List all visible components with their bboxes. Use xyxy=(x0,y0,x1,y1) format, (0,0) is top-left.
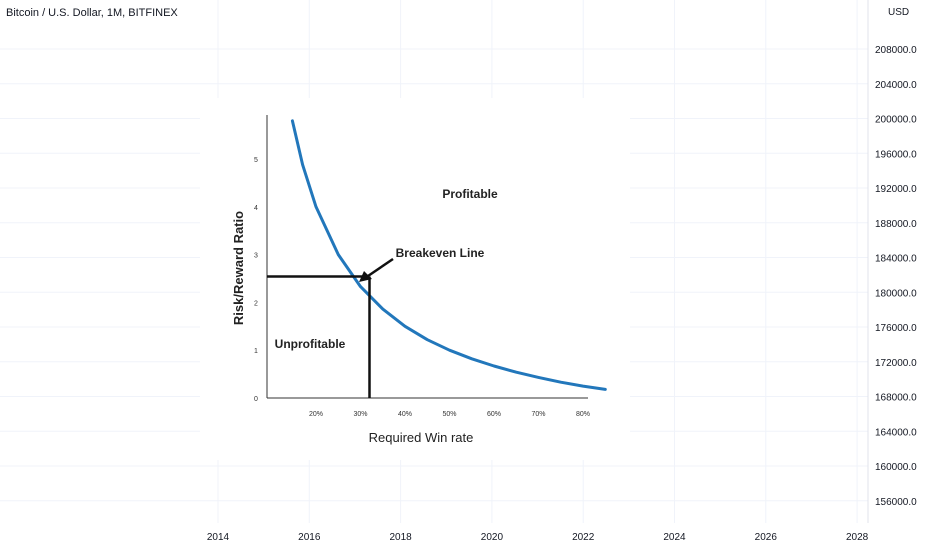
time-tick-label: 2016 xyxy=(298,532,321,543)
price-tick-label: 208000.0 xyxy=(875,45,917,56)
price-tick-label: 168000.0 xyxy=(875,393,917,404)
time-tick-label: 2018 xyxy=(389,532,412,543)
price-tick-label: 192000.0 xyxy=(875,184,917,195)
price-tick-label: 176000.0 xyxy=(875,323,917,334)
time-axis: 2014 2016 2018 2020 2022 2024 2026 2028 xyxy=(207,532,869,543)
price-tick-label: 200000.0 xyxy=(875,115,917,126)
inset-x-tick-label: 70% xyxy=(531,411,545,418)
inset-ticks: 0 1 2 3 4 5 20% 30% 40% 50% 60% 70% 80% Required Win … xyxy=(231,157,590,445)
inset-axes xyxy=(266,115,588,399)
time-tick-label: 2028 xyxy=(846,532,869,543)
breakeven-arrow-head xyxy=(359,271,372,282)
risk-reward-curve xyxy=(290,119,607,391)
price-tick-label: 184000.0 xyxy=(875,254,917,265)
inset-x-tick-label: 60% xyxy=(487,411,501,418)
price-tick-label: 188000.0 xyxy=(875,219,917,230)
inset-x-tick-label: 50% xyxy=(442,411,456,418)
unprofitable-label: Unprofitable xyxy=(275,337,346,351)
inset-x-tick-label: 20% xyxy=(309,411,323,418)
price-tick-label: 196000.0 xyxy=(875,149,917,160)
price-tick-label: 164000.0 xyxy=(875,427,917,438)
inset-y-axis-label: Risk/Reward Ratio xyxy=(231,211,246,325)
time-tick-label: 2020 xyxy=(481,532,504,543)
price-axis: 208000.0 204000.0 200000.0 196000.0 192000.0… xyxy=(875,45,917,508)
price-tick-label: 204000.0 xyxy=(875,80,917,91)
inset-y-tick-label: 2 xyxy=(254,300,258,307)
inset-annotations: Profitable Unprofitable Breakeven Line xyxy=(275,187,498,351)
price-tick-label: 172000.0 xyxy=(875,358,917,369)
inset-y-tick-label: 3 xyxy=(254,253,258,260)
inset-series xyxy=(267,119,607,398)
time-tick-label: 2024 xyxy=(663,532,686,543)
breakeven-label: Breakeven Line xyxy=(396,246,485,260)
inset-x-tick-label: 30% xyxy=(353,411,367,418)
currency-label: USD xyxy=(888,7,910,18)
breakeven-arrow-shaft xyxy=(367,257,394,278)
inset-y-tick-label: 0 xyxy=(254,396,258,403)
profitable-label: Profitable xyxy=(442,187,498,201)
price-tick-label: 156000.0 xyxy=(875,497,917,508)
inset-y-tick-label: 1 xyxy=(254,348,258,355)
price-tick-label: 180000.0 xyxy=(875,288,917,299)
inset-background xyxy=(200,98,630,460)
inset-x-tick-label: 80% xyxy=(576,411,590,418)
inset-x-tick-label: 40% xyxy=(398,411,412,418)
symbol-title: Bitcoin / U.S. Dollar, 1M, BITFINEX xyxy=(6,7,178,19)
inset-y-tick-label: 4 xyxy=(254,205,258,212)
time-tick-label: 2022 xyxy=(572,532,595,543)
inset-y-tick-label: 5 xyxy=(254,157,258,164)
time-tick-label: 2014 xyxy=(207,532,230,543)
price-tick-label: 160000.0 xyxy=(875,462,917,473)
inset-x-axis-label: Required Win rate xyxy=(369,430,474,445)
time-tick-label: 2026 xyxy=(755,532,778,543)
